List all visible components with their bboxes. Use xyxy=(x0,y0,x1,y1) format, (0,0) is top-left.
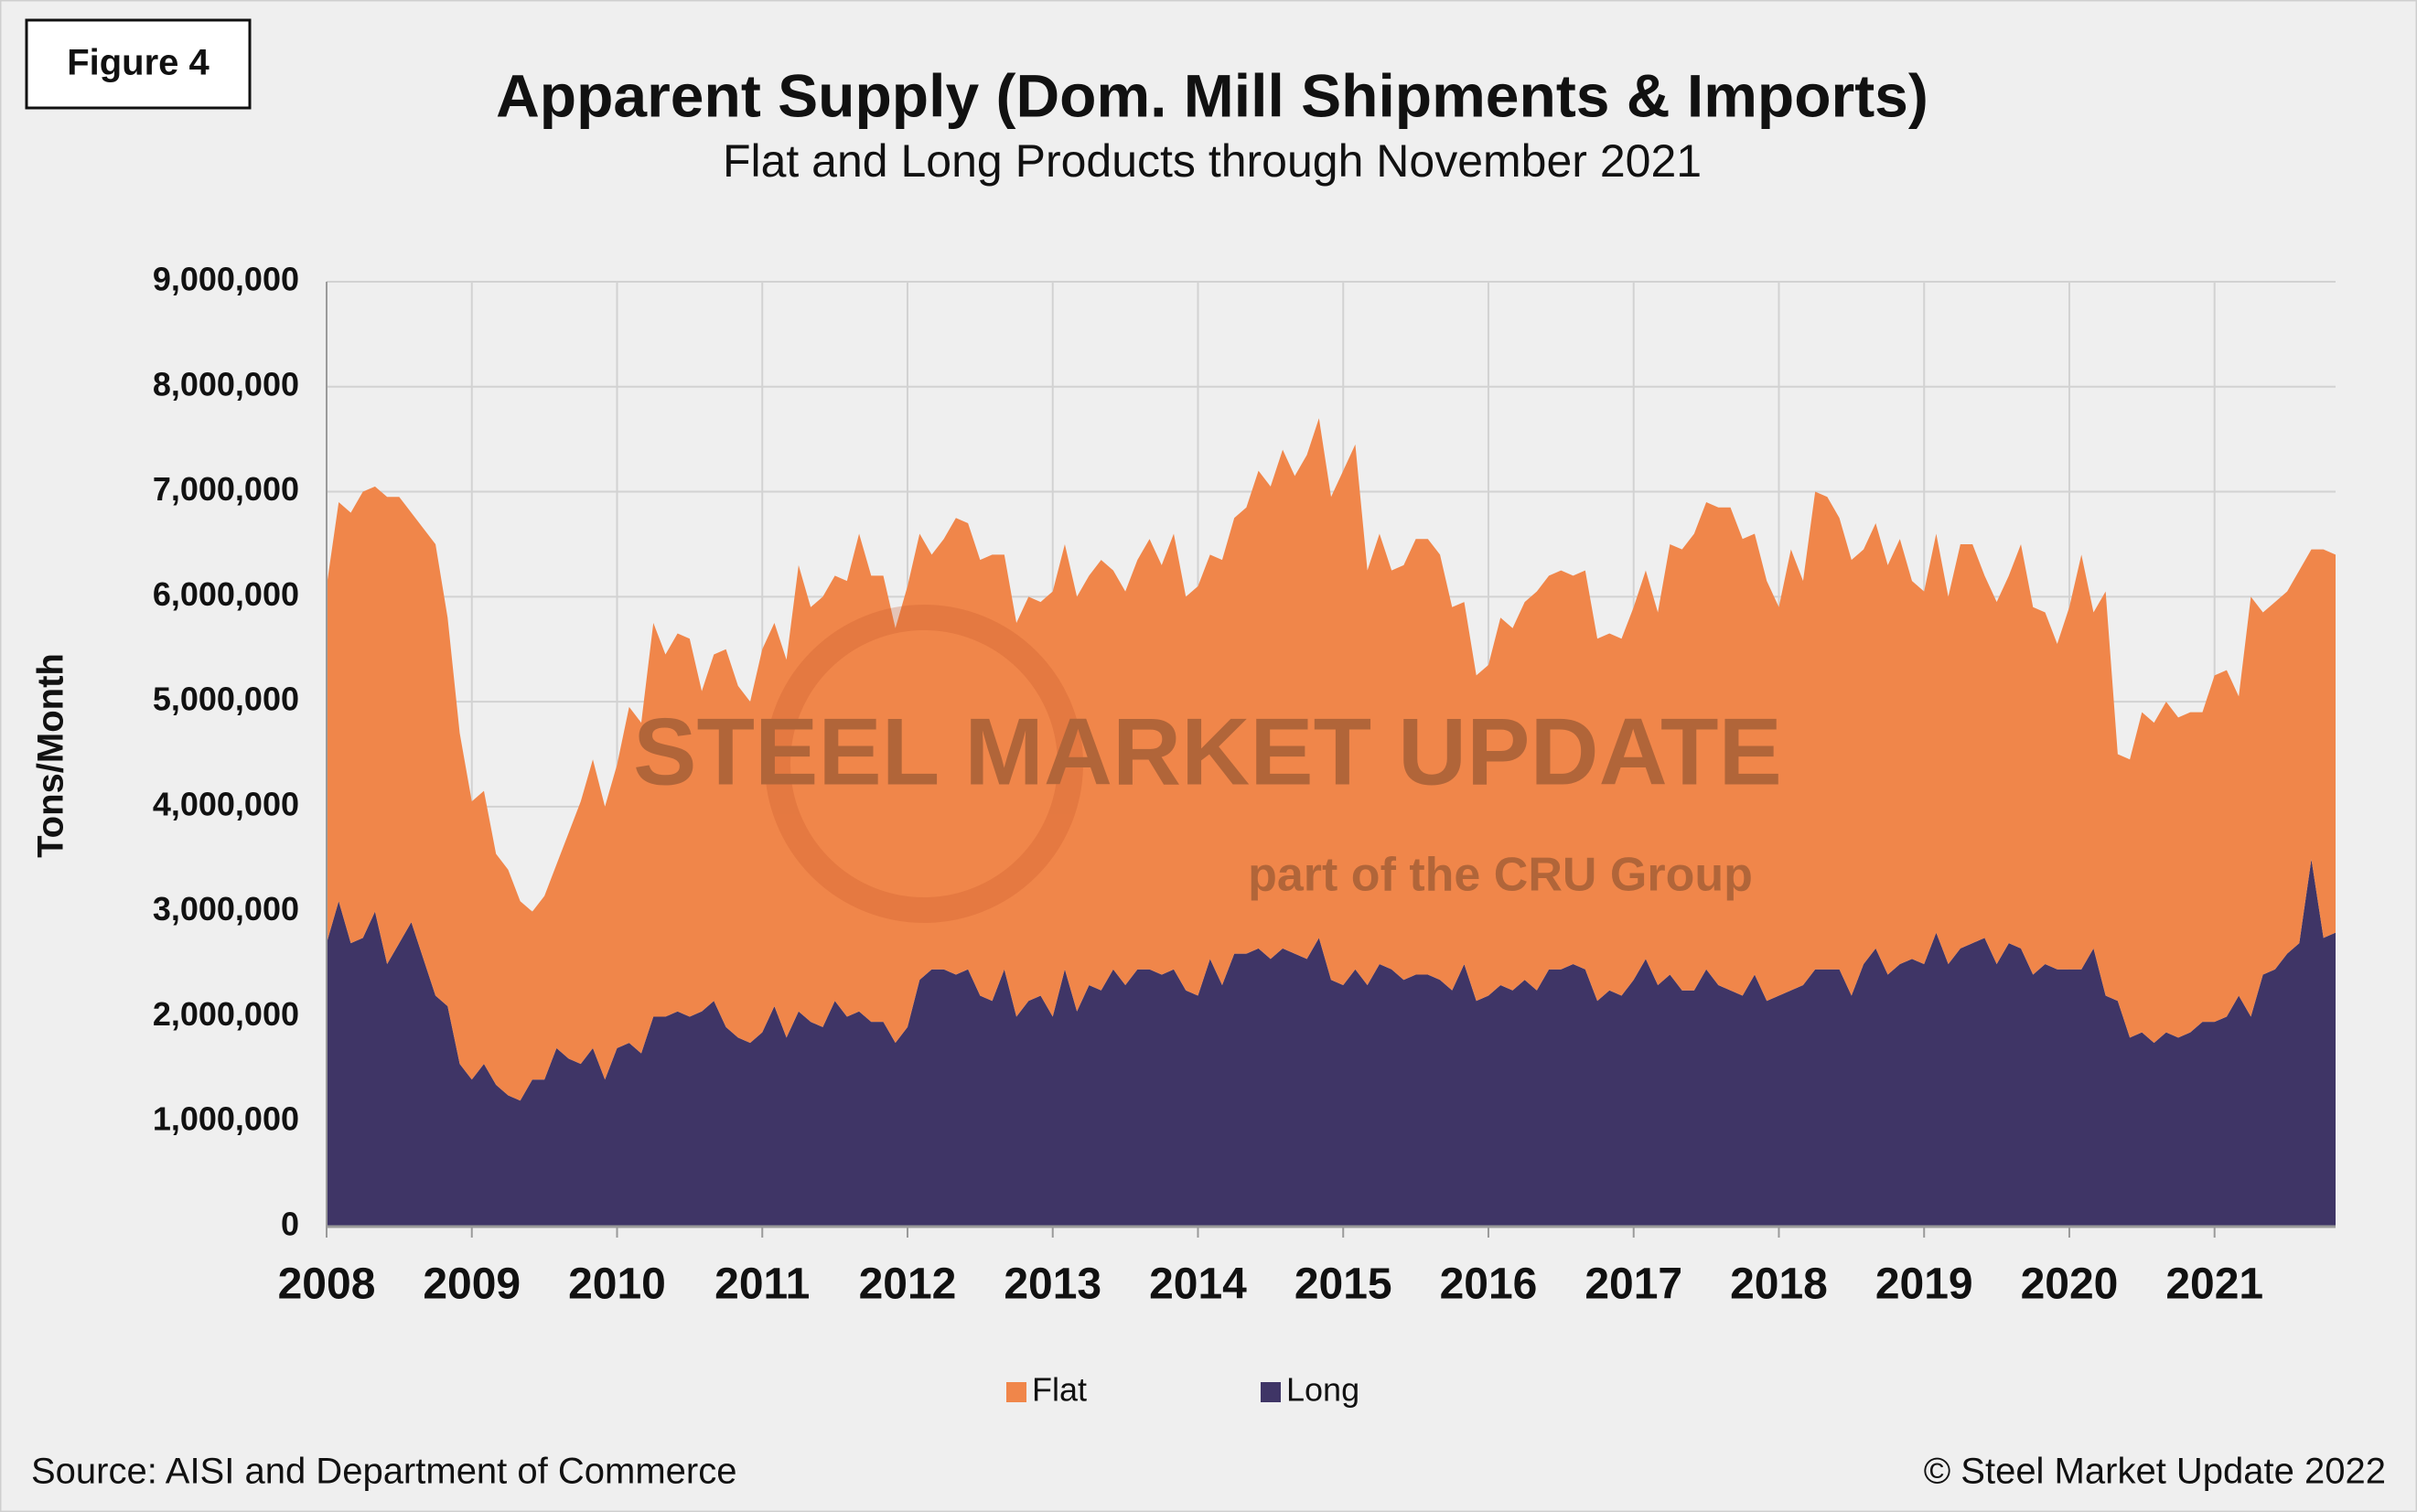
watermark-logo xyxy=(765,605,1083,923)
watermark-subtext: part of the CRU Group xyxy=(1248,849,1753,902)
x-tick-label: 2008 xyxy=(278,1260,376,1309)
figure-label: Figure 4 xyxy=(67,43,209,83)
legend-label: Flat xyxy=(1032,1371,1087,1409)
legend-label: Long xyxy=(1286,1371,1359,1409)
watermark: STEEL MARKET UPDATE part of the CRU Grou… xyxy=(633,605,1782,923)
x-tick-label: 2013 xyxy=(1004,1260,1101,1309)
x-tick-label: 2016 xyxy=(1440,1260,1538,1309)
y-tick-label: 4,000,000 xyxy=(153,785,299,822)
y-tick-label: 7,000,000 xyxy=(153,470,299,508)
x-tick-label: 2011 xyxy=(714,1260,810,1309)
x-tick-label: 2015 xyxy=(1294,1260,1392,1309)
legend-swatch xyxy=(1261,1382,1281,1402)
y-tick-label: 3,000,000 xyxy=(153,890,299,928)
y-tick-label: 1,000,000 xyxy=(153,1100,299,1138)
chart-title: Apparent Supply (Dom. Mill Shipments & I… xyxy=(496,61,1928,129)
y-axis-label: Tons/Month xyxy=(31,653,71,858)
x-tick-label: 2019 xyxy=(1875,1260,1973,1309)
x-tick-label: 2021 xyxy=(2165,1260,2263,1309)
watermark-text: STEEL MARKET UPDATE xyxy=(633,699,1782,805)
x-tick-label: 2009 xyxy=(423,1260,521,1309)
copyright-note: © Steel Market Update 2022 xyxy=(1924,1452,2386,1492)
legend-swatch xyxy=(1006,1382,1026,1402)
y-tick-label: 6,000,000 xyxy=(153,575,299,613)
x-tick-label: 2014 xyxy=(1149,1260,1247,1309)
x-tick-label: 2020 xyxy=(2021,1260,2119,1309)
y-tick-label: 2,000,000 xyxy=(153,995,299,1033)
y-tick-label: 0 xyxy=(281,1206,299,1243)
source-note: Source: AISI and Department of Commerce xyxy=(31,1452,736,1492)
y-tick-label: 9,000,000 xyxy=(153,261,299,298)
chart-subtitle: Flat and Long Products through November … xyxy=(723,135,1702,187)
x-tick-label: 2017 xyxy=(1584,1260,1682,1309)
x-tick-label: 2012 xyxy=(859,1260,957,1309)
x-tick-label: 2018 xyxy=(1730,1260,1828,1309)
y-tick-label: 5,000,000 xyxy=(153,681,299,718)
y-tick-label: 8,000,000 xyxy=(153,365,299,402)
figure-box xyxy=(25,18,252,110)
area-long xyxy=(327,859,2336,1227)
plot-area: 0 1,000,000 2,000,000 3,000,000 4,000,000 5,0… xyxy=(153,261,2336,1309)
area-flat xyxy=(327,418,2336,1101)
x-tick-label: 2010 xyxy=(568,1260,666,1309)
